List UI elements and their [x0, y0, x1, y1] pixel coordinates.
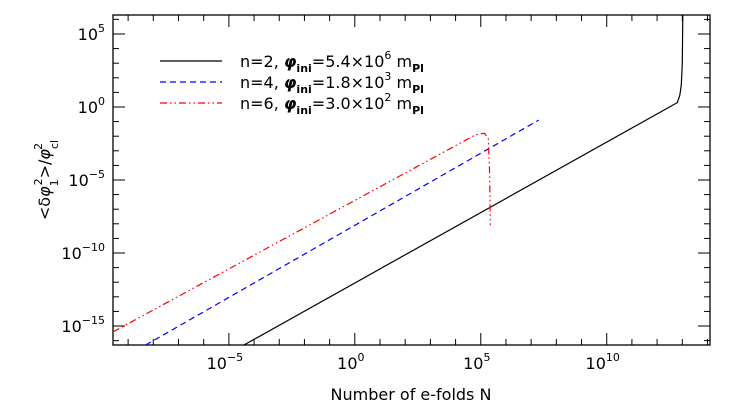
legend-label-2: n=4, φini=1.8×103 mPl [240, 70, 424, 96]
svg-text:<δφ12>/φcl2: <δφ12>/φcl2 [32, 140, 61, 220]
y-tick-label: 100 [78, 95, 105, 117]
series-line-2 [145, 119, 539, 345]
x-tick-label: 105 [463, 351, 490, 373]
ticks [113, 15, 710, 345]
tick-labels: 10−5 100 105 1010 105 100 10−5 10−10 10−15 [61, 22, 619, 373]
y-tick-label: 10−5 [68, 168, 105, 190]
series-line-3 [113, 132, 491, 333]
x-tick-label: 10−5 [207, 351, 244, 373]
y-tick-label: 105 [78, 22, 105, 44]
series [113, 15, 684, 345]
series-line-1 [243, 15, 684, 345]
x-tick-label: 1010 [586, 351, 620, 373]
y-tick-label: 10−15 [61, 314, 105, 336]
legend-label-3: n=6, φini=3.0×102 mPl [240, 91, 424, 117]
y-axis-title: <δφ12>/φcl2 [32, 140, 61, 220]
legend-label-1: n=2, φini=5.4×106 mPl [240, 49, 424, 75]
y-tick-label: 10−10 [61, 241, 105, 263]
x-tick-label: 100 [337, 351, 364, 373]
x-axis-title: Number of e-folds N [331, 385, 492, 404]
